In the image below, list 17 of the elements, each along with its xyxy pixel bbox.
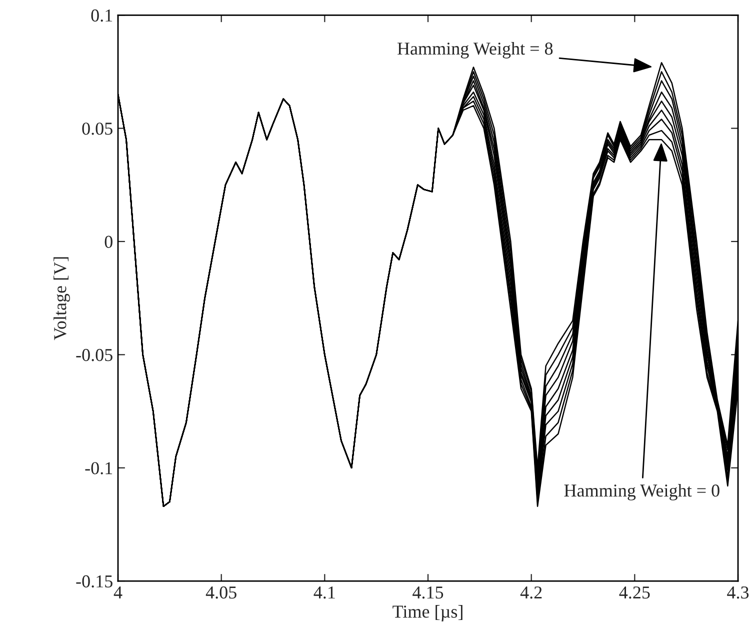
x-axis-title: Time [µs] — [392, 605, 462, 622]
y-tick-label: -0.15 — [76, 575, 112, 588]
annotation: Hamming Weight = 0 — [564, 484, 720, 500]
x-tick-label: 4.25 — [619, 586, 650, 599]
y-tick-label: 0 — [104, 236, 112, 248]
y-tick-label: -0.1 — [85, 462, 112, 474]
annotation: Hamming Weight = 8 — [397, 42, 553, 58]
x-tick-label: 4.15 — [412, 586, 444, 599]
x-tick-label: 4.2 — [520, 586, 542, 599]
x-tick-label: 4.05 — [206, 586, 236, 599]
y-axis-title: Voltage [V] — [54, 257, 70, 340]
x-tick-label: 4.1 — [314, 586, 335, 599]
y-tick-label: 0.05 — [82, 122, 112, 135]
y-tick-label: -0.05 — [76, 348, 112, 362]
x-tick-label: 4 — [114, 586, 122, 598]
y-tick-label: 0.1 — [91, 9, 112, 22]
x-tick-label: 4.3 — [727, 586, 749, 599]
